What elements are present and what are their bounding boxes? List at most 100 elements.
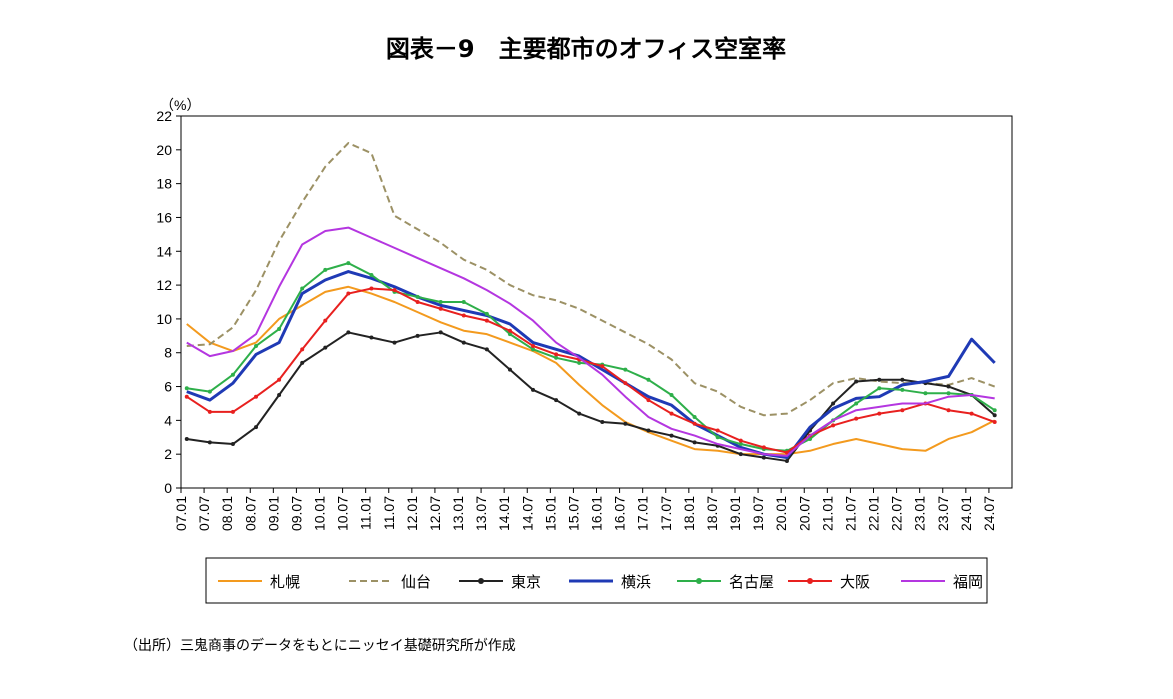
data-point <box>854 379 859 384</box>
data-point <box>600 364 605 369</box>
data-point <box>207 389 212 394</box>
series-line-2 <box>186 331 996 462</box>
data-point <box>992 408 997 413</box>
data-point <box>692 440 697 445</box>
data-point <box>831 423 836 428</box>
x-tick-label: 17.07 <box>658 496 674 531</box>
data-point <box>784 450 789 455</box>
data-point <box>207 409 212 414</box>
data-point <box>346 330 351 335</box>
data-point <box>646 377 651 382</box>
series-line-5 <box>186 287 996 454</box>
y-tick-label: 14 <box>156 243 172 259</box>
data-point <box>946 408 951 413</box>
data-point <box>230 409 235 414</box>
data-point <box>369 286 374 291</box>
data-point <box>669 411 674 416</box>
x-tick-label: 10.07 <box>335 496 351 531</box>
x-axis: 07.01 07.07 08.01 08.07 09.01 09.07 10.01 10.07… <box>173 488 997 531</box>
series-line-0 <box>186 285 996 456</box>
x-tick-label: 18.01 <box>681 496 697 531</box>
legend-label-3: 横浜 <box>621 573 651 591</box>
legend-label-0: 札幌 <box>270 573 300 591</box>
data-point <box>323 267 328 272</box>
data-point <box>761 445 766 450</box>
data-point <box>877 377 882 382</box>
legend-label-4: 名古屋 <box>729 573 774 591</box>
data-point <box>415 333 420 338</box>
data-point <box>461 313 466 318</box>
x-tick-label: 16.07 <box>612 496 628 531</box>
data-point <box>761 455 766 460</box>
data-point <box>623 421 628 426</box>
data-point <box>715 435 720 440</box>
x-tick-label: 10.01 <box>312 496 328 531</box>
x-tick-label: 12.01 <box>404 496 420 531</box>
y-tick-label: 4 <box>164 412 172 428</box>
data-point <box>715 428 720 433</box>
data-point <box>738 442 743 447</box>
data-point <box>369 335 374 340</box>
series-line-1 <box>186 142 996 417</box>
data-point <box>184 436 189 441</box>
plot-frame <box>180 115 1013 489</box>
x-tick-label: 08.07 <box>242 496 258 531</box>
chart-title: 図表－9 主要都市のオフィス空室率 <box>386 35 786 63</box>
data-point <box>900 408 905 413</box>
data-point <box>438 306 443 311</box>
y-tick-label: 0 <box>164 480 172 496</box>
x-tick-label: 21.07 <box>842 496 858 531</box>
data-point <box>854 416 859 421</box>
data-point <box>277 327 282 332</box>
data-point <box>692 421 697 426</box>
data-point <box>392 288 397 293</box>
data-point <box>230 372 235 377</box>
legend-marker-4 <box>696 578 702 584</box>
legend: 札幌 仙台 東京 横浜 名古屋 大阪 福岡 <box>205 557 988 604</box>
x-tick-label: 09.07 <box>288 496 304 531</box>
data-point <box>346 291 351 296</box>
data-point <box>254 425 259 430</box>
data-point <box>484 347 489 352</box>
x-tick-label: 17.01 <box>635 496 651 531</box>
data-point <box>531 387 536 392</box>
y-axis-unit-label: （%） <box>160 97 200 113</box>
legend-label-1: 仙台 <box>401 573 431 591</box>
data-point <box>831 401 836 406</box>
legend-label-6: 福岡 <box>953 573 983 591</box>
y-tick-label: 18 <box>156 176 172 192</box>
x-tick-label: 13.07 <box>473 496 489 531</box>
data-point <box>669 393 674 397</box>
legend-label-5: 大阪 <box>840 573 870 591</box>
data-point <box>646 398 651 403</box>
data-point <box>600 420 605 425</box>
y-tick-label: 2 <box>164 446 172 462</box>
data-point <box>254 394 259 399</box>
data-point <box>554 398 559 403</box>
data-point <box>969 411 974 416</box>
data-point <box>277 393 282 397</box>
data-point <box>415 300 420 304</box>
x-tick-label: 23.07 <box>935 496 951 531</box>
x-tick-label: 14.07 <box>519 496 535 531</box>
y-tick-label: 8 <box>164 345 172 361</box>
series-line-6 <box>186 226 995 457</box>
x-tick-label: 24.01 <box>958 496 974 531</box>
data-point <box>646 428 651 433</box>
x-tick-label: 18.07 <box>704 496 720 531</box>
data-point <box>854 401 859 406</box>
data-point <box>623 367 628 372</box>
data-point <box>877 386 882 391</box>
data-point <box>531 347 536 352</box>
data-point <box>323 318 328 323</box>
data-point <box>207 440 212 445</box>
data-point <box>346 261 351 266</box>
data-point <box>784 458 789 463</box>
data-point <box>992 420 997 425</box>
x-tick-label: 19.07 <box>750 496 766 531</box>
x-tick-label: 09.01 <box>265 496 281 531</box>
x-tick-label: 11.07 <box>381 496 397 530</box>
data-point <box>415 294 420 299</box>
data-point <box>992 413 997 418</box>
data-point <box>738 438 743 443</box>
